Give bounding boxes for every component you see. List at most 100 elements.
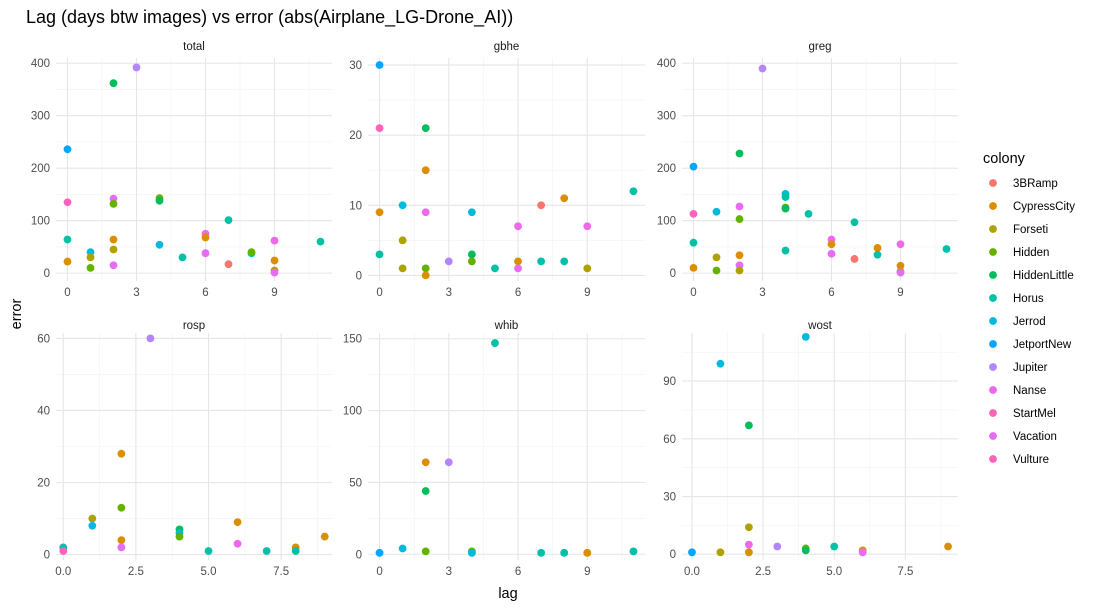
data-point <box>537 257 546 266</box>
y-tick-label: 90 <box>663 376 676 388</box>
data-point <box>735 149 744 158</box>
data-point <box>132 63 141 72</box>
data-point <box>804 209 813 218</box>
x-tick-label: 9 <box>897 287 903 299</box>
data-point <box>117 536 126 545</box>
legend-key <box>989 248 997 256</box>
x-tick-label: 0 <box>64 287 70 299</box>
data-point <box>583 548 592 557</box>
data-point <box>712 266 721 275</box>
data-point <box>858 548 867 557</box>
legend: colony 3BRamp CypressCity Forseti Hidden Hid… <box>983 151 1075 466</box>
data-point <box>201 249 210 258</box>
legend-key <box>989 317 997 325</box>
legend-label: CypressCity <box>1013 201 1075 213</box>
y-tick-label: 20 <box>349 130 362 142</box>
data-point <box>175 532 184 541</box>
data-point <box>204 547 213 555</box>
legend-label: Jupiter <box>1013 362 1048 374</box>
panel-background <box>682 333 958 560</box>
panel-whib: 0 3 6 9 0 50 100 150 whib <box>343 320 645 578</box>
data-point <box>444 257 453 266</box>
data-point <box>514 257 522 266</box>
data-point <box>744 523 753 532</box>
legend-key <box>989 455 997 463</box>
y-tick-label: 0 <box>670 268 676 280</box>
legend-label: 3BRamp <box>1013 178 1058 190</box>
data-point <box>109 199 118 208</box>
data-point <box>421 487 430 495</box>
data-point <box>744 548 753 557</box>
data-point <box>514 264 522 273</box>
data-point <box>514 222 522 231</box>
data-point <box>560 548 569 557</box>
data-point <box>850 255 859 263</box>
legend-key <box>989 202 997 210</box>
legend-key <box>989 179 997 187</box>
x-tick-label: 0.0 <box>55 566 71 578</box>
data-point <box>421 271 430 280</box>
data-point <box>375 124 384 133</box>
data-point <box>716 548 725 557</box>
x-tick-label: 0.0 <box>684 566 700 578</box>
data-point <box>375 548 384 557</box>
y-tick-label: 200 <box>31 163 50 175</box>
x-tick-label: 9 <box>271 287 277 299</box>
legend-key <box>989 271 997 279</box>
data-point <box>320 532 329 541</box>
y-tick-label: 30 <box>349 60 362 72</box>
panel-background <box>682 58 958 281</box>
data-point <box>88 521 97 530</box>
legend-label: Horus <box>1013 293 1044 305</box>
legend-label: Nanse <box>1013 385 1046 397</box>
data-point <box>270 268 279 277</box>
data-point <box>830 542 839 551</box>
legend-key <box>989 294 997 302</box>
legend-item: JetportNew <box>989 339 1072 351</box>
x-tick-label: 2.5 <box>128 566 144 578</box>
legend-key <box>989 386 997 394</box>
panel-greg: 0 3 6 9 0 100 200 300 400 greg <box>657 41 958 299</box>
data-point <box>291 547 300 555</box>
x-tick-label: 6 <box>515 287 521 299</box>
panel-background <box>56 58 332 281</box>
data-point <box>467 257 476 266</box>
x-tick-label: 3 <box>446 566 452 578</box>
data-point <box>63 198 72 207</box>
panel-total: 0 3 6 9 0 100 200 300 400 total <box>31 41 332 299</box>
x-tick-label: 9 <box>584 287 590 299</box>
legend-item: CypressCity <box>989 201 1075 213</box>
facet-strip-label: total <box>183 41 205 53</box>
data-point <box>421 458 430 467</box>
data-point <box>689 209 698 218</box>
facet-strip-label: wost <box>807 320 832 332</box>
legend-label: JetportNew <box>1013 339 1072 351</box>
data-point <box>827 240 836 249</box>
y-tick-label: 0 <box>44 268 50 280</box>
data-point <box>537 548 546 557</box>
y-axis-title: error <box>9 299 25 330</box>
data-point <box>63 235 72 244</box>
data-point <box>88 514 97 523</box>
legend-item: Vulture <box>989 454 1049 466</box>
data-point <box>560 257 569 266</box>
data-point <box>63 145 72 154</box>
y-tick-label: 300 <box>657 111 676 123</box>
data-point <box>109 261 118 270</box>
y-tick-label: 300 <box>31 111 50 123</box>
data-point <box>560 194 569 203</box>
data-point <box>850 218 859 227</box>
x-tick-label: 3 <box>446 287 452 299</box>
facet-strip-label: greg <box>808 41 831 53</box>
y-tick-label: 0 <box>356 549 362 561</box>
data-point <box>873 244 882 252</box>
x-tick-label: 6 <box>202 287 208 299</box>
x-tick-label: 3 <box>759 287 765 299</box>
data-point <box>86 253 95 262</box>
data-point <box>735 266 744 275</box>
data-point <box>896 268 905 277</box>
x-tick-label: 5.0 <box>826 566 842 578</box>
data-point <box>109 245 118 254</box>
legend-item: Nanse <box>989 385 1046 397</box>
